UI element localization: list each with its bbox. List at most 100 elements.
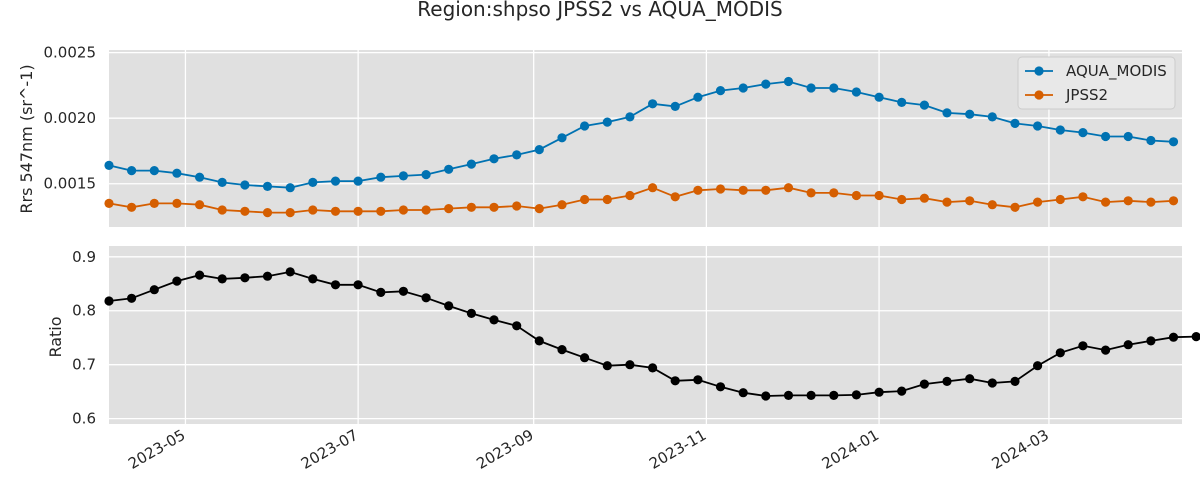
series-aqua-modis-point: [987, 112, 997, 122]
series-aqua-modis-point: [127, 166, 137, 176]
series-aqua-modis-point: [217, 177, 227, 187]
series-aqua-modis-point: [1055, 125, 1065, 135]
series-jpss2-point: [308, 205, 318, 215]
series-ratio-point: [625, 360, 635, 370]
series-jpss2-point: [534, 204, 544, 214]
bottom-panel: 0.6 0.7 0.8 0.9: [72, 246, 1200, 428]
series-ratio-point: [285, 267, 295, 277]
series-ratio-point: [693, 375, 703, 385]
x-tick-label: 2023-11: [646, 426, 709, 473]
series-ratio-point: [444, 301, 454, 311]
series-aqua-modis-point: [534, 145, 544, 155]
legend-label: JPSS2: [1065, 86, 1108, 104]
series-aqua-modis-point: [308, 177, 318, 187]
series-jpss2-point: [1055, 194, 1065, 205]
top-panel: 0.0015 0.0020 0.0025: [44, 44, 1182, 227]
legend-box: [1017, 56, 1176, 110]
series-jpss2-point: [149, 198, 159, 208]
series-aqua-modis-point: [195, 172, 205, 182]
series-jpss2-point: [806, 188, 816, 198]
series-jpss2-point: [104, 198, 114, 208]
series-aqua-modis-point: [353, 176, 363, 186]
series-ratio: [104, 267, 1200, 401]
series-aqua-modis-point: [172, 168, 182, 178]
top-y-tick-label: 0.0025: [44, 44, 97, 62]
series-ratio-point: [806, 390, 816, 400]
series-aqua-modis-point: [715, 86, 726, 96]
series-jpss2-point: [557, 200, 567, 210]
series-aqua-modis-point: [761, 79, 771, 89]
series-jpss2-point: [444, 204, 454, 214]
series-jpss2-point: [262, 208, 273, 218]
series-ratio-point: [919, 379, 930, 389]
series-jpss2-point: [376, 206, 386, 216]
series-jpss2-point: [580, 194, 590, 205]
series-jpss2-point: [602, 194, 612, 205]
series-ratio-point: [648, 363, 658, 373]
series-aqua-modis-point: [1010, 118, 1020, 128]
series-jpss2-point: [919, 193, 930, 203]
x-tick-label: 2024-01: [819, 426, 882, 473]
series-jpss2-point: [693, 185, 703, 195]
series-aqua-modis-point: [829, 83, 839, 93]
series-aqua-modis-point: [851, 87, 862, 97]
legend-swatch-marker: [1034, 90, 1044, 100]
series-aqua-modis-point: [557, 133, 567, 143]
series-ratio-point: [262, 271, 273, 281]
series-ratio-point: [987, 378, 997, 388]
x-tick-label: 2024-03: [989, 426, 1052, 473]
series-jpss2-point: [512, 201, 522, 211]
x-tick-label: 2023-09: [473, 426, 536, 473]
bottom-y-axis-label: Ratio: [46, 316, 65, 357]
series-ratio-point: [829, 390, 839, 400]
series-jpss2-point: [1078, 192, 1088, 202]
series-ratio-point: [1078, 341, 1088, 351]
series-ratio-point: [330, 280, 341, 290]
top-y-tick-label: 0.0015: [44, 175, 97, 193]
series-jpss2-point: [965, 196, 975, 206]
series-aqua-modis-point: [398, 171, 408, 181]
series-jpss2-point: [466, 202, 476, 212]
series-aqua-modis-point: [466, 159, 476, 169]
series-aqua-modis-point: [602, 117, 612, 127]
bottom-y-tick-label: 0.9: [72, 248, 96, 266]
series-aqua-modis-point: [1168, 137, 1179, 147]
series-jpss2-point: [1168, 196, 1179, 206]
series-jpss2-point: [1033, 197, 1043, 207]
series-jpss2-point: [489, 202, 499, 212]
top-plot-area: [109, 50, 1182, 227]
series-aqua-modis-point: [942, 108, 952, 118]
x-tick-label: 2023-07: [298, 426, 361, 473]
series-aqua-modis-point: [489, 154, 499, 164]
series-aqua-modis-point: [512, 150, 522, 160]
legend-label: AQUA_MODIS: [1066, 62, 1167, 81]
bottom-y-tick-label: 0.8: [72, 302, 96, 320]
series-aqua-modis-point: [580, 121, 590, 131]
series-ratio-point: [104, 296, 114, 306]
series-jpss2-point: [172, 198, 182, 208]
series-ratio-point: [534, 336, 544, 346]
series-aqua-modis-point: [421, 170, 431, 180]
series-ratio-point: [217, 274, 227, 284]
series-jpss2-point: [217, 205, 227, 215]
series-aqua-modis-point: [149, 166, 159, 176]
series-ratio-point: [1033, 361, 1043, 371]
x-tick-label: 2023-05: [125, 426, 188, 473]
series-ratio-point: [149, 285, 159, 295]
series-aqua-modis-point: [1101, 131, 1111, 142]
series-ratio-point: [738, 388, 748, 398]
series-ratio-point: [965, 374, 975, 384]
series-jpss2-point: [353, 206, 363, 216]
series-aqua-modis-point: [806, 83, 816, 93]
series-jpss2-point: [1101, 197, 1111, 207]
series-aqua-modis-point: [874, 92, 884, 102]
top-y-tick-label: 0.0020: [44, 109, 97, 127]
series-ratio-point: [240, 273, 250, 283]
series-ratio-point: [353, 280, 363, 290]
bottom-y-tick-label: 0.6: [72, 410, 96, 428]
series-ratio-point: [874, 387, 884, 397]
series-jpss2-point: [330, 206, 341, 216]
series-jpss2-point: [127, 202, 137, 212]
series-jpss2-point: [1123, 196, 1133, 206]
